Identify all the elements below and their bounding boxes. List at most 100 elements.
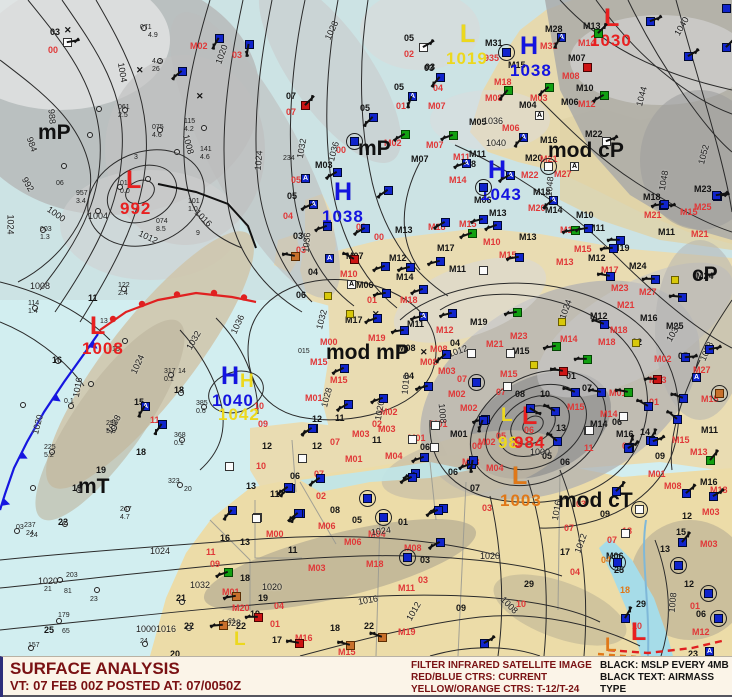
station-label: M12 xyxy=(436,325,454,335)
station-label: M18 xyxy=(400,295,418,305)
station-square-icon xyxy=(644,402,653,411)
station-label: M10 xyxy=(340,269,358,279)
station-label: 203 xyxy=(66,572,78,579)
pressure-center-glyph: H xyxy=(520,32,539,60)
automated-station-letter: A xyxy=(409,93,416,100)
ship-circle-icon xyxy=(32,305,38,311)
station-label: M15 xyxy=(330,375,348,385)
station-label: M02 xyxy=(460,403,478,413)
warm-front-scallop-icon xyxy=(210,289,218,297)
ship-circle-icon xyxy=(201,404,207,410)
wind-barb-feather xyxy=(670,392,677,396)
station-label: 29 xyxy=(524,579,535,589)
ship-circle-icon xyxy=(177,482,183,488)
wind-barb-feather xyxy=(155,429,157,436)
station-label: 15 xyxy=(676,527,687,537)
station-label: M11 xyxy=(453,152,471,162)
station-square-icon xyxy=(431,421,440,430)
station-label: M03 xyxy=(352,429,370,439)
station-label: 0.1 xyxy=(174,440,184,447)
station-label: 06 xyxy=(560,457,571,467)
calm-ring-icon xyxy=(399,549,416,566)
station-label: 24 xyxy=(26,530,34,537)
station-label: 10 xyxy=(632,621,643,631)
station-label: M25 xyxy=(694,202,712,212)
pressure-center-value: 98 xyxy=(498,433,519,452)
station-label: M20 xyxy=(232,603,250,613)
ship-circle-icon xyxy=(20,402,26,408)
station-label: M18 xyxy=(598,337,616,347)
station-label: 18 xyxy=(620,585,631,595)
station-square-icon xyxy=(479,183,488,192)
station-label: 06 xyxy=(56,180,64,187)
trough-line xyxy=(157,183,257,249)
weather-fronts xyxy=(0,183,727,656)
station-label: 1.3 xyxy=(40,234,50,241)
station-label: 01 xyxy=(566,371,577,381)
station-label: 07 xyxy=(582,383,593,393)
station-label: 13 xyxy=(240,537,251,547)
station-label: 0.0 xyxy=(120,188,130,195)
station-label: M01 xyxy=(648,469,666,479)
station-label: 385 xyxy=(196,400,208,407)
automated-station-letter: A xyxy=(420,313,427,320)
station-label: M17 xyxy=(437,243,455,253)
station-label: ✕ xyxy=(64,25,72,35)
station-label: M12 xyxy=(692,627,710,637)
station-label: 03 xyxy=(296,245,307,255)
station-label: 00 xyxy=(48,45,59,55)
station-label: M13 xyxy=(489,208,507,218)
station-label: 0.1 xyxy=(164,376,174,383)
ship-circle-icon xyxy=(87,132,93,138)
warm-front-scallop-icon xyxy=(173,291,181,298)
station-label: M08 xyxy=(398,343,416,353)
station-label: 22 xyxy=(236,621,247,631)
station-label: 13 xyxy=(246,481,257,491)
station-label: M13 xyxy=(583,21,601,31)
isobar-label: 1004 xyxy=(88,211,109,221)
station-label: 12 xyxy=(682,511,693,521)
ship-circle-icon xyxy=(179,599,185,605)
station-label: M07 xyxy=(428,101,446,111)
station-label: M16 xyxy=(640,313,658,323)
ship-circle-icon xyxy=(121,286,127,292)
ship-circle-icon xyxy=(56,618,62,624)
station-label: M10 xyxy=(483,237,501,247)
station-label: 13 xyxy=(100,318,108,325)
station-label: 323 xyxy=(168,478,180,485)
legend-right: BLACK: MSLP EVERY 4MB BLACK TEXT: AIRMASS… xyxy=(600,660,732,696)
station-label: 07 xyxy=(457,374,468,384)
station-label: 11 xyxy=(270,489,280,499)
ship-circle-icon xyxy=(57,577,63,583)
cold-front-triangle-icon xyxy=(51,393,61,402)
bottom-border xyxy=(3,695,732,697)
station-label: 11 xyxy=(372,435,382,445)
station-label: M15 xyxy=(701,394,719,404)
station-label: 4.3 xyxy=(152,58,162,65)
warm-front-scallop-icon xyxy=(109,315,117,323)
ship-circle-icon xyxy=(117,184,123,190)
station-label: 05 xyxy=(291,175,302,185)
ship-circle-icon xyxy=(49,449,55,455)
wind-barb-feather xyxy=(636,399,643,402)
station-label: M12 xyxy=(590,311,608,321)
station-label: 02 xyxy=(404,49,415,59)
station-label: M03 xyxy=(315,160,333,170)
station-label: 01 xyxy=(649,397,660,407)
station-label: 81 xyxy=(64,588,72,595)
station-square-icon xyxy=(530,361,538,369)
station-label: M02 xyxy=(654,354,672,364)
station-label: M24 xyxy=(629,261,647,271)
station-label: M14 xyxy=(449,175,467,185)
station-label: M17 xyxy=(345,315,363,325)
surface-analysis-map: 03 00 M02 03 05 02 03 M31 M15 935 M28 M13 M31 M14 M07 M… xyxy=(0,0,732,656)
station-square-icon xyxy=(613,558,622,567)
station-label: 07 xyxy=(330,437,341,447)
station-label: M31 xyxy=(485,38,503,48)
station-label: 22 xyxy=(364,621,375,631)
isobar-label: 1024 xyxy=(150,546,171,556)
station-label: M14 xyxy=(560,334,578,344)
station-label: 05 xyxy=(496,431,507,441)
wind-barb-icon xyxy=(245,614,258,620)
